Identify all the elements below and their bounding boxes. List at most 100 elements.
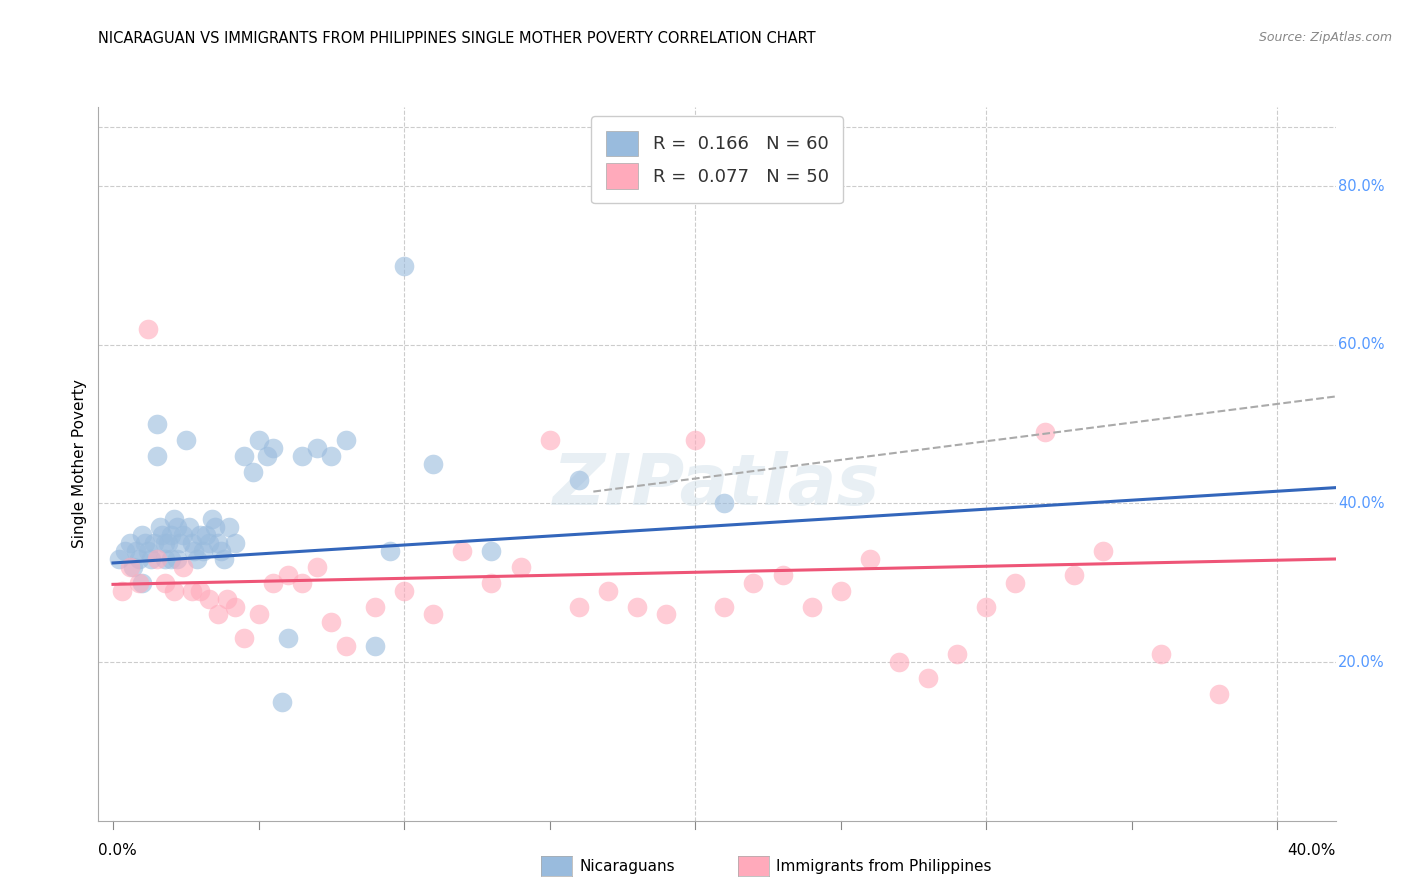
Point bbox=[800, 599, 823, 614]
Y-axis label: Single Mother Poverty: Single Mother Poverty bbox=[72, 379, 87, 549]
Point bbox=[139, 552, 162, 566]
Point bbox=[291, 449, 314, 463]
Point bbox=[256, 449, 278, 463]
Point bbox=[134, 536, 156, 550]
Point bbox=[152, 528, 174, 542]
Point bbox=[917, 671, 939, 685]
Point bbox=[195, 528, 218, 542]
Point bbox=[233, 632, 256, 646]
Point bbox=[136, 544, 159, 558]
Point bbox=[120, 536, 142, 550]
Point bbox=[335, 639, 357, 653]
Point bbox=[305, 560, 328, 574]
Point bbox=[145, 552, 167, 566]
Point bbox=[169, 536, 191, 550]
Point bbox=[242, 465, 264, 479]
Point bbox=[166, 552, 188, 566]
Point bbox=[163, 583, 186, 598]
Text: NICARAGUAN VS IMMIGRANTS FROM PHILIPPINES SINGLE MOTHER POVERTY CORRELATION CHAR: NICARAGUAN VS IMMIGRANTS FROM PHILIPPINE… bbox=[98, 31, 815, 46]
Point bbox=[131, 528, 153, 542]
Point bbox=[107, 552, 129, 566]
Point bbox=[305, 441, 328, 455]
Point bbox=[392, 259, 415, 273]
Text: 20.0%: 20.0% bbox=[1339, 655, 1385, 670]
Point bbox=[224, 599, 246, 614]
Text: 80.0%: 80.0% bbox=[1339, 178, 1385, 194]
Point bbox=[193, 544, 215, 558]
Point bbox=[422, 607, 444, 622]
Point bbox=[183, 544, 205, 558]
Point bbox=[201, 512, 224, 526]
Point bbox=[209, 544, 232, 558]
Point bbox=[481, 575, 503, 590]
Point bbox=[247, 433, 270, 447]
Text: Immigrants from Philippines: Immigrants from Philippines bbox=[776, 859, 991, 873]
Point bbox=[859, 552, 882, 566]
Point bbox=[136, 322, 159, 336]
Point bbox=[742, 575, 765, 590]
Point bbox=[321, 615, 343, 630]
Point bbox=[122, 560, 145, 574]
Point bbox=[142, 536, 165, 550]
Point bbox=[160, 528, 183, 542]
Point bbox=[157, 536, 180, 550]
Point bbox=[392, 583, 415, 598]
Point bbox=[713, 496, 735, 510]
Point bbox=[215, 591, 238, 606]
Point bbox=[224, 536, 246, 550]
Point bbox=[131, 575, 153, 590]
Point bbox=[364, 639, 387, 653]
Point bbox=[177, 520, 200, 534]
Point bbox=[148, 520, 170, 534]
Text: 40.0%: 40.0% bbox=[1288, 843, 1336, 858]
Point bbox=[1150, 647, 1173, 661]
Point bbox=[713, 599, 735, 614]
Point bbox=[247, 607, 270, 622]
Point bbox=[166, 520, 188, 534]
Point bbox=[198, 591, 221, 606]
Point bbox=[218, 520, 240, 534]
Point bbox=[451, 544, 474, 558]
Text: 60.0%: 60.0% bbox=[1339, 337, 1385, 352]
Point bbox=[976, 599, 998, 614]
Point bbox=[291, 575, 314, 590]
Point bbox=[163, 512, 186, 526]
Point bbox=[120, 560, 142, 574]
Point bbox=[188, 528, 211, 542]
Point bbox=[198, 536, 221, 550]
Point bbox=[568, 599, 591, 614]
Point bbox=[125, 544, 148, 558]
Point bbox=[378, 544, 401, 558]
Point bbox=[180, 536, 202, 550]
Point bbox=[180, 583, 202, 598]
Point bbox=[188, 583, 211, 598]
Point bbox=[1004, 575, 1026, 590]
Point bbox=[207, 536, 229, 550]
Point bbox=[772, 567, 794, 582]
Point bbox=[160, 552, 183, 566]
Text: 0.0%: 0.0% bbox=[98, 843, 138, 858]
Point bbox=[481, 544, 503, 558]
Point bbox=[233, 449, 256, 463]
Point bbox=[204, 520, 226, 534]
Point bbox=[568, 473, 591, 487]
Point bbox=[155, 536, 177, 550]
Point bbox=[155, 552, 177, 566]
Point bbox=[128, 575, 150, 590]
Text: ZIPatlas: ZIPatlas bbox=[554, 450, 880, 520]
Point bbox=[155, 575, 177, 590]
Point bbox=[174, 433, 197, 447]
Point bbox=[262, 441, 284, 455]
Point bbox=[145, 449, 167, 463]
Point bbox=[830, 583, 852, 598]
Point bbox=[207, 607, 229, 622]
Point bbox=[946, 647, 969, 661]
Point bbox=[335, 433, 357, 447]
Point bbox=[321, 449, 343, 463]
Point bbox=[596, 583, 619, 598]
Point bbox=[422, 457, 444, 471]
Point bbox=[145, 417, 167, 432]
Text: Nicaraguans: Nicaraguans bbox=[579, 859, 675, 873]
Point bbox=[172, 528, 194, 542]
Point bbox=[1063, 567, 1085, 582]
